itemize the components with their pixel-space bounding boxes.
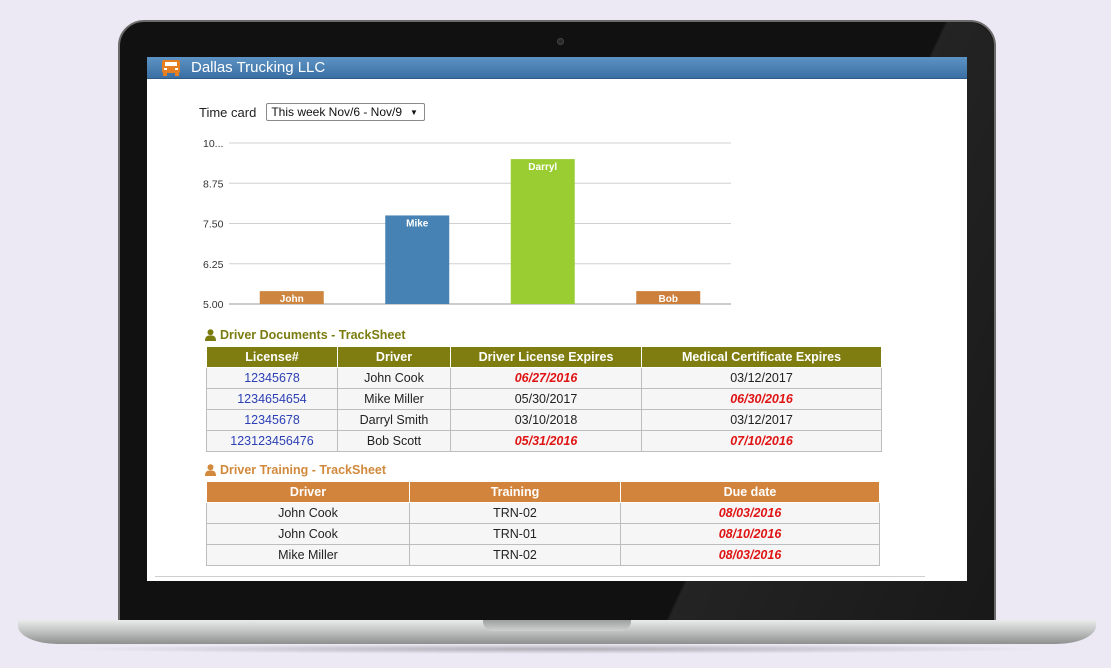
due-date-cell: 08/03/2016: [620, 544, 880, 566]
training-table: Driver Training Due date John Cook TRN-02…: [206, 481, 880, 566]
table-row[interactable]: 1234654654 Mike Miller 05/30/2017 06/30/201…: [206, 388, 882, 410]
training-cell: TRN-02: [409, 502, 621, 524]
driver-cell: Darryl Smith: [337, 409, 451, 431]
driver-cell: John Cook: [206, 523, 410, 545]
y-tick-label: 7.50: [203, 219, 224, 231]
column-header[interactable]: Training: [409, 481, 621, 503]
table-row[interactable]: 12345678 John Cook 06/27/2016 03/12/2017: [206, 367, 882, 389]
user-icon: [205, 329, 216, 341]
table-row[interactable]: 123123456476 Bob Scott 05/31/2016 07/10/201…: [206, 430, 882, 452]
license-expires-cell: 03/10/2018: [450, 409, 642, 431]
screen: Dallas Trucking LLC Time card This week …: [147, 57, 967, 581]
laptop-notch: [483, 620, 631, 631]
driver-cell: John Cook: [206, 502, 410, 524]
documents-section-title: Driver Documents - TrackSheet: [205, 328, 406, 342]
documents-header-row: License# Driver Driver License Expires M…: [206, 346, 882, 368]
column-header[interactable]: Driver License Expires: [450, 346, 642, 368]
driver-cell: Bob Scott: [337, 430, 451, 452]
license-cell[interactable]: 123123456476: [206, 430, 338, 452]
driver-cell: Mike Miller: [206, 544, 410, 566]
medical-expires-cell: 07/10/2016: [641, 430, 882, 452]
documents-table: License# Driver Driver License Expires M…: [206, 346, 882, 452]
bar-label: John: [280, 294, 304, 305]
bar-label: Bob: [659, 294, 678, 305]
bar-bob[interactable]: [636, 291, 701, 304]
column-header[interactable]: Due date: [620, 481, 880, 503]
column-header[interactable]: Driver: [206, 481, 410, 503]
timecard-row: Time card This week Nov/6 - Nov/9 ▼: [199, 103, 425, 121]
due-date-cell: 08/03/2016: [620, 502, 880, 524]
y-tick-label: 8.75: [203, 178, 224, 190]
license-cell[interactable]: 1234654654: [206, 388, 338, 410]
bar-mike[interactable]: [385, 215, 450, 304]
column-header[interactable]: License#: [206, 346, 338, 368]
training-section-title: Driver Training - TrackSheet: [205, 463, 386, 477]
driver-cell: Mike Miller: [337, 388, 451, 410]
camera-icon: [557, 38, 564, 45]
training-cell: TRN-01: [409, 523, 621, 545]
app-title: Dallas Trucking LLC: [191, 59, 326, 76]
license-expires-cell: 05/31/2016: [450, 430, 642, 452]
table-row[interactable]: 12345678 Darryl Smith 03/10/2018 03/12/2017: [206, 409, 882, 431]
app-header: Dallas Trucking LLC: [147, 57, 967, 79]
bar-label: Mike: [406, 218, 429, 229]
user-icon: [205, 464, 216, 476]
column-header[interactable]: Driver: [337, 346, 451, 368]
license-expires-cell: 06/27/2016: [450, 367, 642, 389]
bar-label: Darryl: [528, 162, 557, 173]
column-header[interactable]: Medical Certificate Expires: [641, 346, 882, 368]
timecard-label: Time card: [199, 104, 257, 120]
table-row[interactable]: Mike Miller TRN-02 08/03/2016: [206, 544, 880, 566]
documents-title-text: Driver Documents - TrackSheet: [220, 328, 406, 342]
medical-expires-cell: 06/30/2016: [641, 388, 882, 410]
laptop-shadow: [60, 644, 1052, 654]
chevron-down-icon: ▼: [410, 107, 418, 117]
y-tick-label: 5.00: [203, 299, 224, 311]
due-date-cell: 08/10/2016: [620, 523, 880, 545]
medical-expires-cell: 03/12/2017: [641, 367, 882, 389]
bar-darryl[interactable]: [510, 159, 575, 304]
training-title-text: Driver Training - TrackSheet: [220, 463, 387, 477]
training-header-row: Driver Training Due date: [206, 481, 880, 503]
truck-icon: [161, 59, 181, 77]
driver-hours-chart: 10... 8.75 7.50 6.25 5.00 John Mike Darryl Bob: [203, 138, 731, 311]
training-cell: TRN-02: [409, 544, 621, 566]
medical-expires-cell: 03/12/2017: [641, 409, 882, 431]
bar-john[interactable]: [259, 291, 324, 304]
divider: [155, 576, 925, 577]
license-cell[interactable]: 12345678: [206, 367, 338, 389]
period-select[interactable]: This week Nov/6 - Nov/9 ▼: [266, 103, 425, 121]
period-select-value: This week Nov/6 - Nov/9: [271, 105, 403, 119]
driver-cell: John Cook: [337, 367, 451, 389]
license-cell[interactable]: 12345678: [206, 409, 338, 431]
table-row[interactable]: John Cook TRN-02 08/03/2016: [206, 502, 880, 524]
y-tick-label: 10...: [203, 138, 223, 150]
license-expires-cell: 05/30/2017: [450, 388, 642, 410]
table-row[interactable]: John Cook TRN-01 08/10/2016: [206, 523, 880, 545]
y-tick-label: 6.25: [203, 259, 224, 271]
